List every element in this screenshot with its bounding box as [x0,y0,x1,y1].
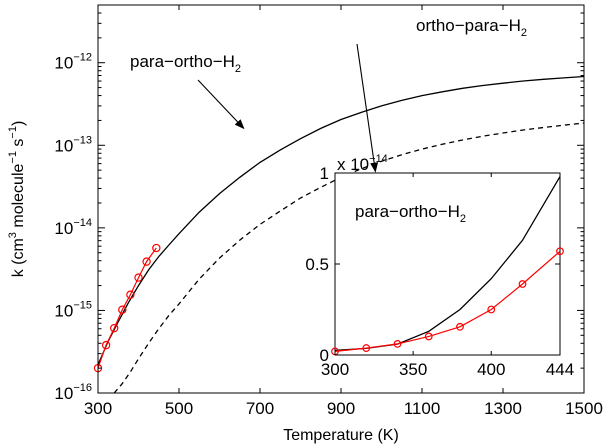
inset-x-tick-label: 300 [321,360,349,379]
y-tick-label: 10−13 [54,134,92,155]
inset-data-point [456,322,464,331]
main-plot: 300 500 700 900 1100 1300 150010−1610−1510−141… [7,4,603,444]
x-tick-label: 500 [165,399,193,418]
x-axis-label: Temperature (K) [283,427,399,444]
data-point [118,305,127,314]
data-point [109,323,119,333]
inset-data-point [424,332,433,341]
y-tick-label: 10−14 [54,217,92,238]
data-point [101,340,111,350]
inset-x-tick-label: 444 [546,360,574,379]
inset-plot: 300 350 400 444 0 0.5 1 x 10−14 para−ortho−H2 [305,153,574,379]
annotation-label: para−ortho−H2 [130,52,241,75]
y-tick-label: 10−12 [54,52,92,73]
inset-series-line-1 [334,250,561,352]
inset-x-tick-label: 400 [477,360,505,379]
x-tick-label: 900 [327,399,355,418]
inset-title: para−ortho−H2 [355,202,466,225]
x-tick-label: 700 [246,399,274,418]
y-tick-label: 10−16 [54,382,92,403]
series-line-0 [97,75,585,365]
x-tick-label: 1100 [404,399,441,418]
inset-x-tick-label: 350 [399,360,427,379]
annotation-arrow [197,79,245,130]
inset-data-point [393,339,402,348]
data-point [134,273,143,282]
inset-data-point [518,280,527,288]
annotation-arrow [356,43,379,173]
series-line-2 [97,247,157,369]
x-tick-label: 1500 [565,399,603,418]
inset-data-point [362,344,371,352]
data-point [142,257,151,266]
y-tick-label: 10−15 [54,299,92,320]
x-tick-label: 300 [84,399,112,418]
data-point [152,243,161,253]
inset-y-tick-label: 0.5 [305,255,329,274]
data-point [126,290,135,299]
y-axis-label: k (cm3 molecule−1 s−1) [7,121,27,278]
x-tick-label: 1300 [484,399,522,418]
inset-multiplier: x 10−14 [337,153,388,174]
annotation-label: ortho−para−H2 [416,16,527,39]
inset-frame [334,172,561,356]
inset-y-tick-label: 0 [320,346,329,365]
inset-data-point [556,247,564,256]
inset-data-point [487,305,496,314]
inset-y-tick-label: 1 [320,164,329,183]
